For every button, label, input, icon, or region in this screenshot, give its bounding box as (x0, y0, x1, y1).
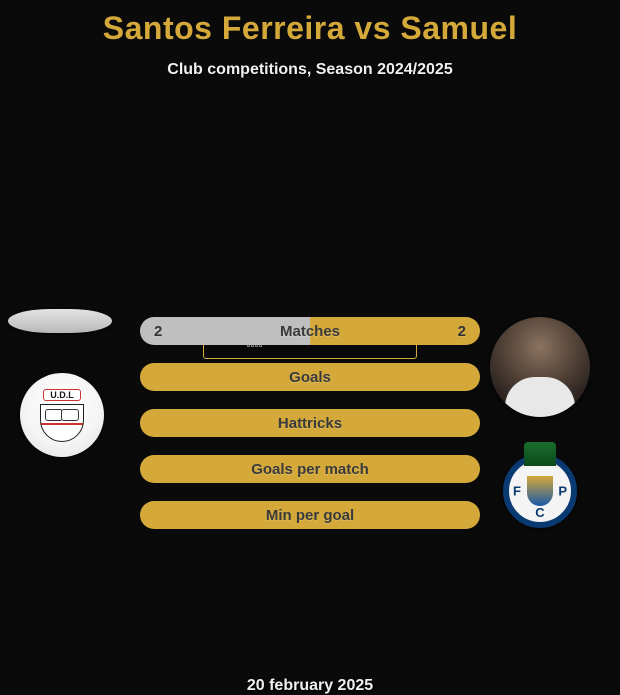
page-title: Santos Ferreira vs Samuel (0, 0, 620, 47)
date-label: 20 february 2025 (0, 677, 620, 695)
stat-right-value: 2 (458, 323, 466, 340)
stat-row-hattricks: Hattricks (140, 409, 480, 437)
stat-label: Min per goal (266, 507, 354, 524)
player-right-avatar (490, 317, 590, 417)
comparison-panel: U.D.L FCP 2 Matches 2 Goals Hattricks Goals p… (0, 317, 620, 657)
club-left-badge: U.D.L (20, 373, 120, 457)
stat-label: Matches (280, 323, 340, 340)
stat-label: Hattricks (278, 415, 342, 432)
stat-row-mpg: Min per goal (140, 501, 480, 529)
udl-shield-icon: U.D.L (20, 373, 104, 457)
club-right-badge: FCP (490, 449, 590, 533)
fcp-circle-icon: FCP (503, 454, 577, 528)
subtitle: Club competitions, Season 2024/2025 (0, 61, 620, 79)
stat-left-value: 2 (154, 323, 162, 340)
udl-crest-icon (40, 404, 84, 442)
fcp-letters: FCP (509, 460, 571, 522)
player-left-placeholder-icon (8, 309, 112, 333)
udl-banner-label: U.D.L (43, 389, 81, 401)
player-right-photo-icon (490, 317, 590, 417)
player-left-avatar (8, 309, 112, 333)
stat-row-goals: Goals (140, 363, 480, 391)
stat-label: Goals (289, 369, 331, 386)
stat-label: Goals per match (251, 461, 369, 478)
stat-row-gpm: Goals per match (140, 455, 480, 483)
stats-column: 2 Matches 2 Goals Hattricks Goals per match Mi… (140, 317, 480, 547)
stat-row-matches: 2 Matches 2 (140, 317, 480, 345)
